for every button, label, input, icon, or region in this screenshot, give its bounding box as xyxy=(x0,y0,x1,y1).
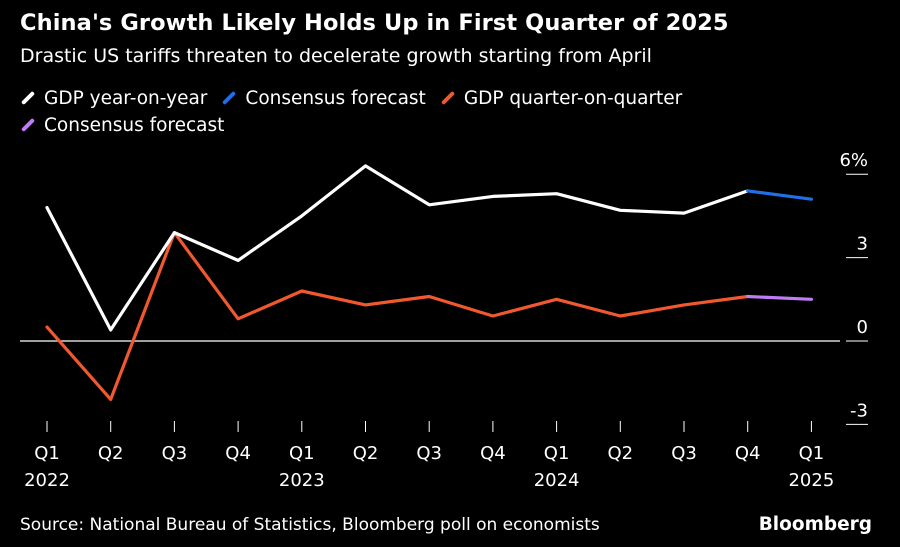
series-line-gdp-year-on-year-0 xyxy=(45,164,750,332)
x-tick-label: Q1 xyxy=(289,443,315,464)
y-tick-label-3: 3 xyxy=(857,234,868,255)
legend-item-gdp-qoq: GDP quarter-on-quarter xyxy=(440,86,682,110)
y-tick-label-neg3: -3 xyxy=(850,400,868,421)
x-year-label-2024: 2024 xyxy=(534,470,580,491)
legend-label-gdp-yoy: GDP year-on-year xyxy=(44,87,208,109)
legend-label-consensus-yoy: Consensus forecast xyxy=(245,87,426,109)
chart-title: China's Growth Likely Holds Up in First … xyxy=(20,10,729,36)
x-year-label-2022: 2022 xyxy=(24,470,70,491)
x-tick-label: Q3 xyxy=(162,443,188,464)
x-tick-label: Q4 xyxy=(225,443,251,464)
bloomberg-logo: Bloomberg xyxy=(758,514,872,535)
x-tick-label: Q4 xyxy=(480,443,506,464)
x-tick-label: Q2 xyxy=(98,443,124,464)
x-tick-label: Q1 xyxy=(34,443,60,464)
x-tick-label: Q4 xyxy=(735,443,761,464)
legend: GDP year-on-year Consensus forecast GDP … xyxy=(20,86,780,137)
chart-subtitle: Drastic US tariffs threaten to decelerat… xyxy=(20,45,652,67)
x-tick-label: Q1 xyxy=(544,443,570,464)
series-line-consensus-forecast-1 xyxy=(746,189,813,201)
x-year-label-2023: 2023 xyxy=(279,470,325,491)
legend-item-gdp-yoy: GDP year-on-year xyxy=(20,86,207,110)
y-tick-label-6: 6% xyxy=(839,150,868,171)
legend-item-consensus-qoq: Consensus forecast xyxy=(20,113,224,137)
x-tick-label: Q3 xyxy=(416,443,442,464)
legend-label-consensus-qoq: Consensus forecast xyxy=(44,114,225,136)
x-tick-label: Q1 xyxy=(799,443,825,464)
x-year-label-2025: 2025 xyxy=(788,470,834,491)
x-tick-label: Q3 xyxy=(671,443,697,464)
x-tick-label: Q2 xyxy=(353,443,379,464)
source-note: Source: National Bureau of Statistics, B… xyxy=(20,515,600,535)
series-line-gdp-quarter-on-quarter-2 xyxy=(45,231,750,401)
x-tick-label: Q2 xyxy=(607,443,633,464)
legend-item-consensus-yoy: Consensus forecast xyxy=(221,86,426,110)
legend-label-gdp-qoq: GDP quarter-on-quarter xyxy=(463,87,683,109)
y-tick-label-0: 0 xyxy=(857,317,868,338)
series-line-consensus-forecast-3 xyxy=(746,294,813,301)
